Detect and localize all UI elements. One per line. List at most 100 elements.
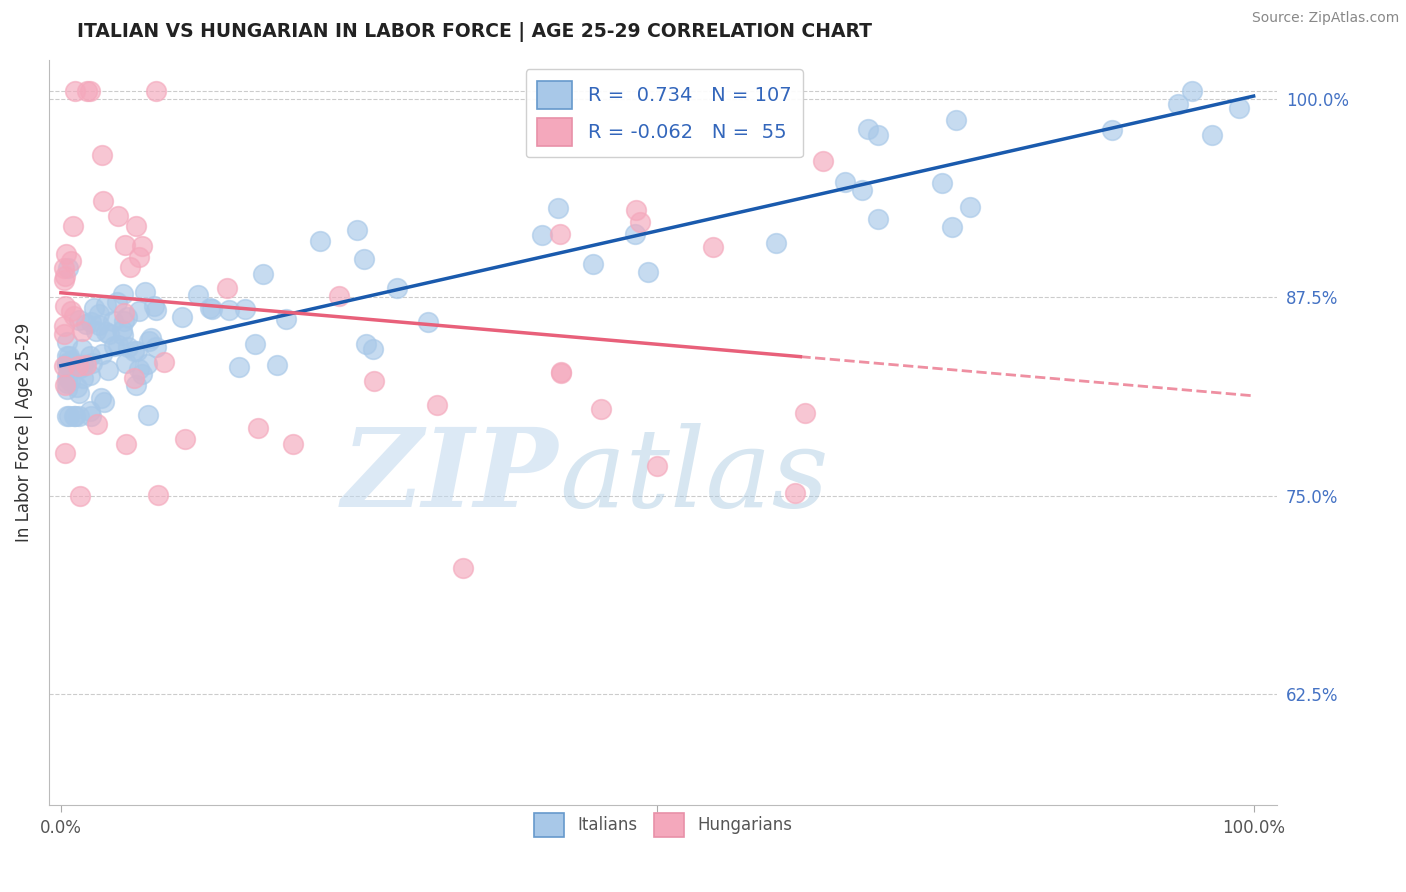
Point <box>136 409 159 423</box>
Point <box>548 227 571 242</box>
Point <box>624 227 647 242</box>
Point <box>56 356 79 370</box>
Point <box>702 240 724 254</box>
Point <box>418 315 440 329</box>
Point <box>60 254 83 268</box>
Point <box>89 318 111 332</box>
Point <box>354 337 377 351</box>
Point <box>53 327 76 342</box>
Point <box>111 328 134 343</box>
Point <box>353 252 375 266</box>
Point <box>53 269 76 284</box>
Point <box>174 432 197 446</box>
Point <box>122 344 145 359</box>
Point <box>931 176 953 190</box>
Point <box>58 409 80 424</box>
Point <box>59 303 82 318</box>
Point <box>79 404 101 418</box>
Point <box>451 561 474 575</box>
Point <box>145 340 167 354</box>
Point <box>56 349 79 363</box>
Point <box>201 302 224 317</box>
Point <box>58 355 80 369</box>
Point <box>101 313 124 327</box>
Point <box>122 370 145 384</box>
Point <box>53 299 76 313</box>
Point <box>637 265 659 279</box>
Text: ZIP: ZIP <box>342 424 558 531</box>
Point <box>67 312 90 326</box>
Point <box>56 376 79 391</box>
Point <box>128 250 150 264</box>
Point <box>53 378 76 392</box>
Point <box>75 358 97 372</box>
Point <box>550 365 572 379</box>
Point <box>114 306 136 320</box>
Point <box>105 294 128 309</box>
Text: ITALIAN VS HUNGARIAN IN LABOR FORCE | AGE 25-29 CORRELATION CHART: ITALIAN VS HUNGARIAN IN LABOR FORCE | AG… <box>77 22 872 42</box>
Point <box>103 339 125 353</box>
Point <box>117 340 139 354</box>
Point <box>66 380 89 394</box>
Point <box>67 385 90 400</box>
Point <box>53 260 76 275</box>
Point <box>56 409 79 424</box>
Point <box>58 374 80 388</box>
Point <box>361 342 384 356</box>
Point <box>1167 97 1189 112</box>
Point <box>346 223 368 237</box>
Point <box>62 219 84 233</box>
Point <box>243 336 266 351</box>
Point <box>120 260 142 274</box>
Point <box>56 367 79 381</box>
Text: atlas: atlas <box>558 424 828 531</box>
Point <box>115 310 138 324</box>
Point <box>53 359 76 373</box>
Point <box>63 309 86 323</box>
Point <box>851 183 873 197</box>
Point <box>624 203 647 218</box>
Point <box>866 212 889 227</box>
Point <box>124 219 146 233</box>
Point <box>145 84 167 98</box>
Point <box>90 347 112 361</box>
Point <box>146 488 169 502</box>
Point <box>866 128 889 142</box>
Point <box>114 237 136 252</box>
Point <box>75 317 97 331</box>
Point <box>79 368 101 383</box>
Point <box>80 409 103 424</box>
Point <box>83 301 105 315</box>
Point <box>70 324 93 338</box>
Point <box>387 281 409 295</box>
Point <box>128 362 150 376</box>
Point <box>91 194 114 208</box>
Text: Source: ZipAtlas.com: Source: ZipAtlas.com <box>1251 11 1399 25</box>
Point <box>125 343 148 358</box>
Point <box>858 122 880 136</box>
Point <box>69 489 91 503</box>
Point <box>56 357 79 371</box>
Point <box>60 354 83 368</box>
Point <box>56 261 79 276</box>
Point <box>63 409 86 424</box>
Point <box>142 299 165 313</box>
Point <box>959 200 981 214</box>
Point <box>152 355 174 369</box>
Point <box>834 175 856 189</box>
Point <box>80 315 103 329</box>
Point <box>53 318 76 333</box>
Point <box>228 359 250 374</box>
Point <box>93 394 115 409</box>
Point <box>107 210 129 224</box>
Point <box>309 235 332 249</box>
Point <box>67 409 90 424</box>
Point <box>131 367 153 381</box>
Point <box>58 349 80 363</box>
Point <box>115 437 138 451</box>
Point <box>582 258 605 272</box>
Point <box>94 297 117 311</box>
Point <box>97 362 120 376</box>
Point <box>266 358 288 372</box>
Point <box>115 356 138 370</box>
